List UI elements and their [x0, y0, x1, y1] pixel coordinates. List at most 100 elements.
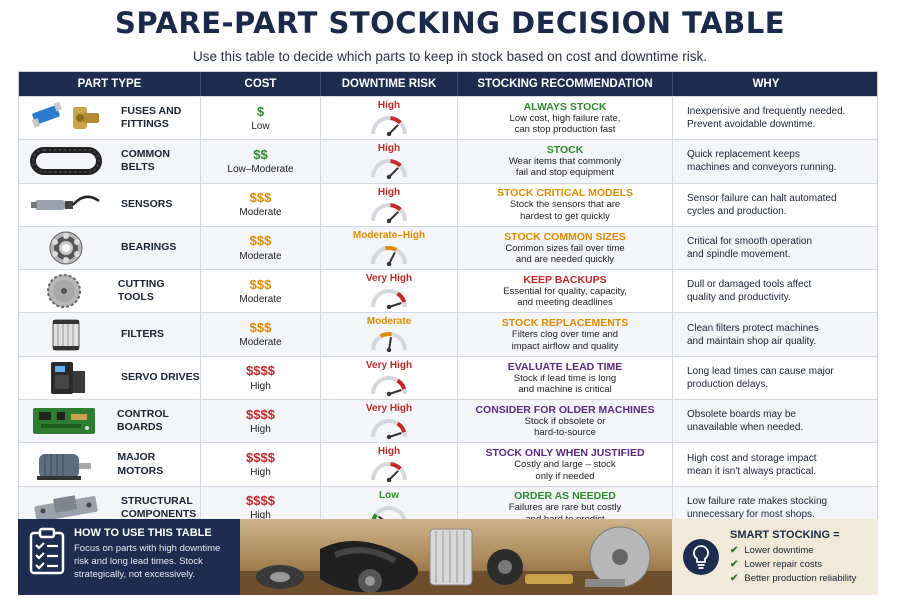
table-row: MAJOR MOTORS $$$$ High High STOCK ONLY W…	[19, 442, 877, 486]
cost-symbol: $$$$	[246, 449, 275, 465]
cell-downtime-risk: Very High	[321, 400, 458, 443]
cell-cost: $$$ Moderate	[201, 226, 321, 270]
cell-why: Inexpensive and frequently needed. Preven…	[673, 97, 859, 139]
table-row: COMMON BELTS $$ Low–Moderate High STOCK W…	[19, 139, 877, 183]
recommendation-text: Essential for quality, capacity, and meet…	[503, 285, 627, 309]
risk-label: High	[377, 100, 401, 111]
cell-why: Critical for smooth operation and spindle…	[673, 227, 859, 269]
recommendation-text: Wear items that commonly fail and stop eq…	[508, 156, 622, 179]
check-icon: ✔	[730, 572, 739, 584]
cell-why: Sensor failure can halt automated cycles …	[673, 184, 859, 226]
column-header-why: WHY	[752, 78, 780, 90]
cost-symbol: $$	[253, 146, 268, 162]
risk-gauge	[371, 245, 407, 266]
filter-icon	[27, 317, 105, 353]
recommendation-title: CONSIDER FOR OLDER MACHINES	[475, 403, 655, 416]
check-icon: ✔	[730, 544, 739, 556]
why-text: Critical for smooth operation and spindle…	[687, 236, 813, 261]
risk-label: High	[377, 186, 401, 198]
cell-recommendation: STOCK ONLY WHEN JUSTIFIED Costly and lar…	[458, 443, 673, 486]
cell-recommendation: KEEP BACKUPS Essential for quality, capa…	[458, 270, 673, 313]
part-name: MAJOR MOTORS	[117, 451, 164, 477]
table-row: FILTERS $$$ Moderate Moderate STOCK REPL…	[19, 312, 877, 356]
part-name: FILTERS	[121, 328, 164, 341]
cost-label: Moderate	[239, 293, 282, 305]
cell-recommendation: STOCK REPLACEMENTS Filters clog over tim…	[458, 313, 673, 356]
sensor-icon	[27, 187, 105, 223]
bearing-icon	[27, 230, 105, 266]
part-name: SERVO DRIVES	[121, 371, 200, 384]
part-name: CUTTING TOOLS	[117, 278, 165, 304]
part-name: CONTROL BOARDS	[117, 408, 169, 434]
cell-part-type: FUSES AND FITTINGS	[19, 97, 201, 140]
column-header-downtime-risk: DOWNTIME RISK	[321, 72, 458, 96]
cost-symbol: $$$	[249, 319, 272, 335]
lightbulb-icon	[683, 539, 719, 575]
cell-downtime-risk: Moderate	[321, 313, 458, 356]
cell-part-type: CONTROL BOARDS	[19, 400, 201, 443]
risk-gauge	[371, 202, 407, 223]
cell-cost: $$$$ High	[201, 356, 321, 400]
cell-recommendation: ALWAYS STOCK Low cost, high failure rate…	[458, 97, 673, 140]
page-title: SPARE-PART STOCKING DECISION TABLE	[114, 6, 786, 40]
decision-table: PART TYPE COST DOWNTIME RISK STOCKING RE…	[18, 71, 878, 530]
smart-stocking-title: SMART STOCKING =	[730, 528, 840, 541]
cell-cost: $$ Low–Moderate	[201, 140, 321, 183]
cost-label: High	[250, 510, 271, 522]
cell-part-type: BEARINGS	[19, 226, 201, 270]
cell-recommendation: STOCK Wear items that commonly fail and s…	[458, 140, 673, 183]
table-body: FUSES AND FITTINGS $ Low High ALWAYS STOC…	[19, 96, 877, 529]
cell-why: Long lead times can cause major productio…	[673, 357, 859, 399]
cell-cost: $$$ Moderate	[201, 313, 321, 356]
cell-cost: $$$$ High	[201, 486, 321, 529]
risk-label: High	[377, 143, 401, 155]
clipboard-checklist-icon	[29, 527, 65, 575]
recommendation-text: Common sizes fail over time and are neede…	[505, 242, 625, 266]
table-row: BEARINGS $$$ Moderate Moderate–High STOC…	[19, 225, 877, 270]
saw-blade-icon	[27, 273, 102, 309]
part-name: COMMON BELTS	[121, 148, 170, 174]
recommendation-title: ALWAYS STOCK	[523, 100, 607, 113]
how-to-title: HOW TO USE THIS TABLE	[74, 527, 212, 539]
cell-why: Quick replacement keeps machines and conv…	[673, 140, 859, 182]
recommendation-title: KEEP BACKUPS	[523, 273, 607, 286]
why-text: Dull or damaged tools affect quality and …	[687, 279, 812, 304]
part-name: FUSES AND FITTINGS	[121, 105, 182, 131]
recommendation-text: Stock if obsolete or hard-to-source	[524, 415, 606, 439]
cell-cost: $$$ Moderate	[201, 270, 321, 313]
risk-gauge	[371, 159, 407, 180]
why-text: Obsolete boards may be unavailable when n…	[687, 409, 804, 434]
cell-downtime-risk: High	[321, 97, 458, 140]
circuit-board-icon	[27, 403, 101, 439]
cost-symbol: $$$	[249, 233, 272, 249]
page-subtitle: Use this table to decide which parts to …	[192, 49, 708, 64]
risk-label: Low	[379, 489, 399, 501]
cell-downtime-risk: Moderate–High	[321, 226, 458, 270]
cell-recommendation: CONSIDER FOR OLDER MACHINES Stock if obs…	[458, 400, 673, 443]
risk-label: Moderate–High	[352, 229, 426, 241]
servo-drive-icon	[27, 360, 105, 396]
cell-part-type: FILTERS	[19, 313, 201, 356]
risk-label: High	[377, 446, 401, 458]
smart-item: ✔ Lower repair costs	[730, 558, 823, 570]
recommendation-text: Stock the sensors that are hardest to get…	[509, 199, 621, 222]
why-text: Clean filters protect machines and mainta…	[687, 322, 819, 347]
cell-recommendation: EVALUATE LEAD TIME Stock if lead time is…	[458, 356, 673, 400]
risk-gauge	[371, 462, 407, 483]
parts-photo	[240, 519, 672, 595]
column-header-part-type: PART TYPE	[19, 72, 201, 96]
column-header-recommendation: STOCKING RECOMMENDATION	[458, 72, 673, 96]
recommendation-text: Filters clog over time and impact airflow…	[511, 329, 619, 352]
recommendation-title: STOCK REPLACEMENTS	[501, 317, 629, 330]
how-to-panel: HOW TO USE THIS TABLE Focus on parts wit…	[18, 519, 240, 595]
table-row: CONTROL BOARDS $$$$ High Very High CONSI…	[19, 399, 877, 443]
cost-symbol: $	[256, 103, 265, 119]
part-name: STRUCTURAL COMPONENTS	[121, 494, 197, 520]
cell-part-type: CUTTING TOOLS	[19, 270, 201, 313]
recommendation-text: Stock if lead time is long and machine is…	[513, 372, 617, 395]
risk-gauge	[371, 375, 407, 396]
cost-label: Moderate	[239, 207, 282, 219]
risk-gauge	[371, 289, 407, 310]
cell-cost: $ Low	[201, 97, 321, 140]
cell-recommendation: STOCK COMMON SIZES Common sizes fail ove…	[458, 226, 673, 270]
